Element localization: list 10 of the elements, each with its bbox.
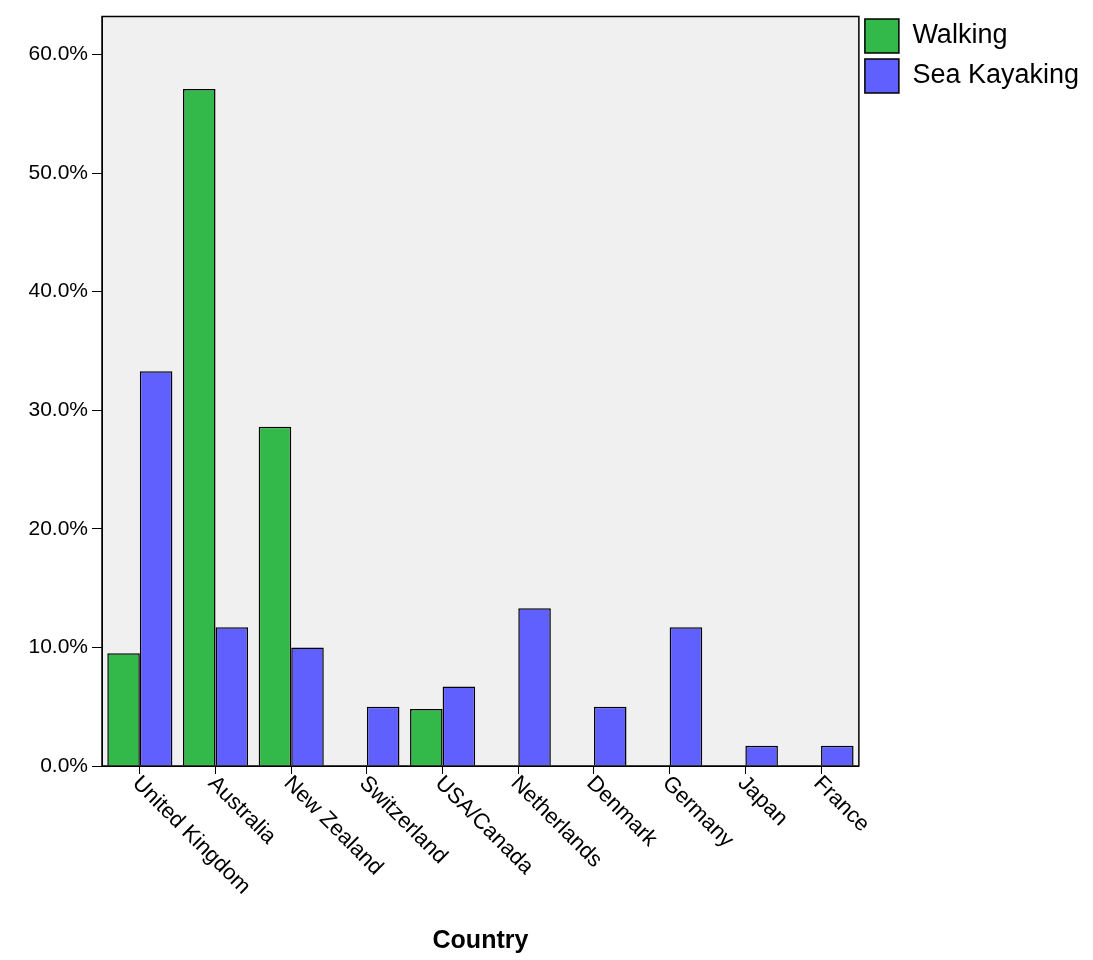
y-tick-label: 20.0% [28,515,88,539]
legend-label: Sea Kayaking [912,59,1080,90]
y-tick-label: 50.0% [28,159,88,183]
y-tick-label: 10.0% [28,634,88,658]
y-tick-label: 40.0% [28,278,88,302]
y-tick-label: 30.0% [28,397,88,421]
y-tick-label: 60.0% [28,41,88,65]
x-axis-title: Country [432,924,529,953]
legend-label: Walking [912,19,1008,50]
y-tick-label: 0.0% [40,752,88,776]
